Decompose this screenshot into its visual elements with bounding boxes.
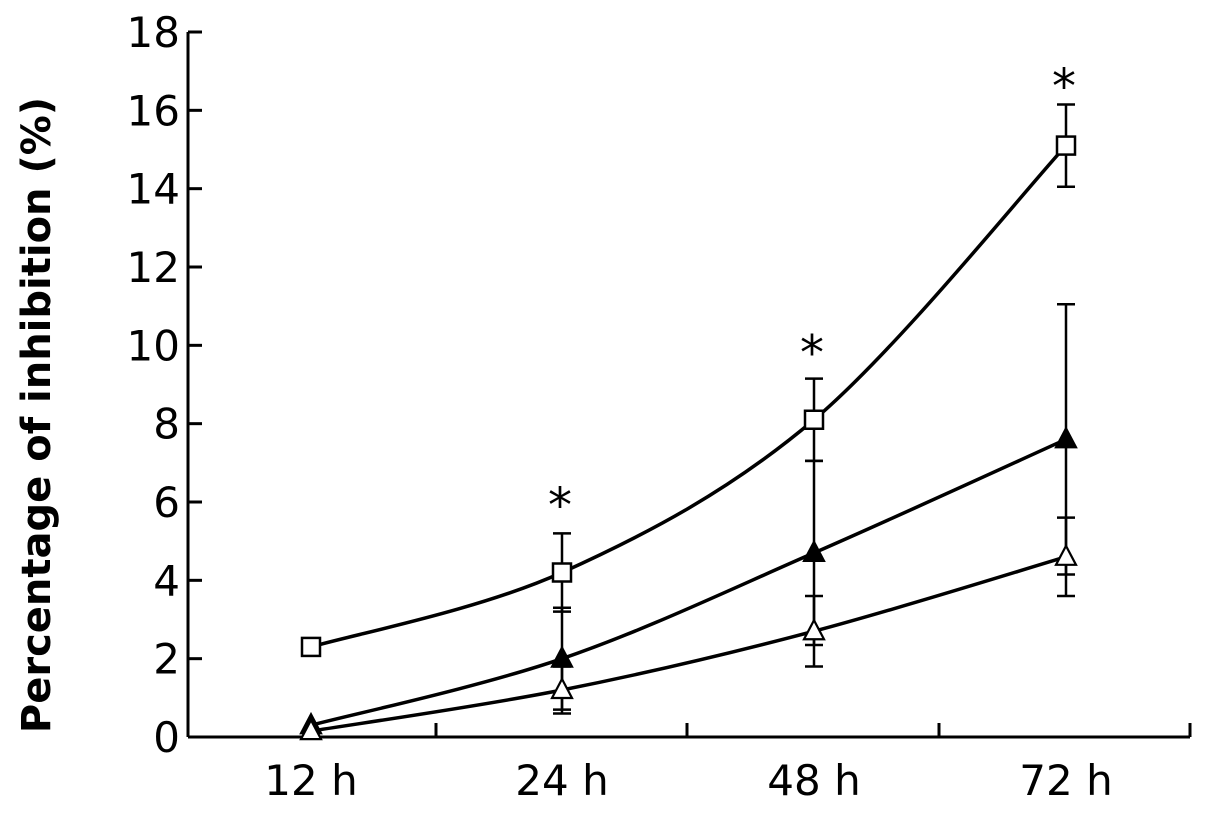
annotation-layer: * * * <box>548 59 1076 534</box>
data-point-open-triangle <box>299 717 323 741</box>
data-point-open-triangle <box>550 676 574 700</box>
data-point-square <box>551 562 573 583</box>
y-tick-label: 14 <box>127 165 180 214</box>
x-tick-label: 48 h <box>767 756 860 805</box>
series-line <box>310 555 1067 733</box>
x-tick-label: 12 h <box>264 756 357 805</box>
x-ticks: 12 h 24 h 48 h 72 h <box>264 723 1192 805</box>
y-tick-label: 2 <box>153 635 180 684</box>
significance-asterisk: * <box>1052 59 1076 115</box>
data-point-open-triangle <box>1054 543 1078 566</box>
series-line <box>310 437 1067 727</box>
significance-asterisk: * <box>800 325 824 381</box>
y-ticks: 0 2 4 6 8 10 12 14 16 18 <box>127 8 202 762</box>
series-open-triangle <box>299 516 1078 741</box>
y-tick-label: 16 <box>127 86 180 135</box>
y-tick-label: 4 <box>153 556 180 605</box>
y-tick-label: 18 <box>127 8 180 57</box>
data-point-square <box>1055 135 1077 156</box>
y-tick-label: 10 <box>127 321 180 370</box>
y-tick-label: 12 <box>127 243 180 292</box>
x-tick-label: 24 h <box>515 756 608 805</box>
y-axis-title: Percentage of inhibition (%) <box>14 97 60 733</box>
data-point-open-triangle <box>802 617 826 641</box>
y-tick-label: 8 <box>153 400 180 449</box>
data-point-square <box>300 636 322 658</box>
series-line <box>310 144 1068 649</box>
y-tick-label: 0 <box>153 713 180 762</box>
x-tick-label: 72 h <box>1019 756 1112 805</box>
axes <box>186 32 1190 739</box>
data-point-filled-triangle <box>1054 425 1078 449</box>
y-tick-label: 6 <box>153 478 180 527</box>
data-point-filled-triangle <box>802 539 826 563</box>
series-open-square <box>300 103 1077 658</box>
series-filled-triangle <box>299 302 1078 735</box>
data-point-square <box>803 409 825 430</box>
series-layer <box>299 103 1078 741</box>
significance-asterisk: * <box>548 478 572 534</box>
